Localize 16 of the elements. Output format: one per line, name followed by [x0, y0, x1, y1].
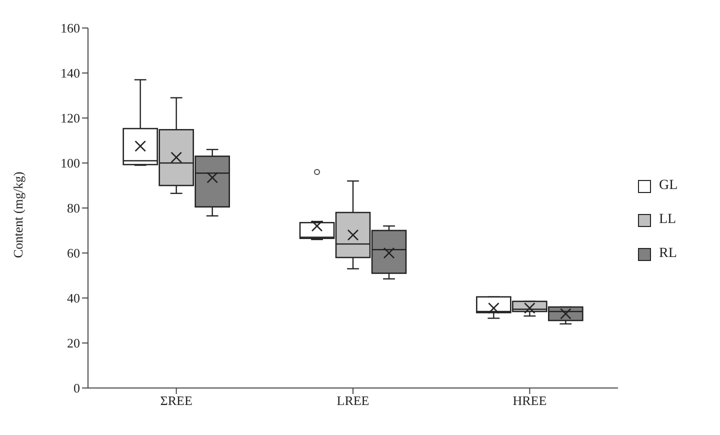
- x-tick-label: ΣREE: [160, 393, 192, 408]
- y-tick-label: 60: [67, 246, 80, 261]
- y-tick-label: 0: [74, 380, 80, 396]
- y-axis-title: Content (mg/kg): [10, 172, 26, 258]
- legend-label: GL: [659, 178, 678, 194]
- y-tick-label: 80: [67, 200, 80, 216]
- y-tick-label: 100: [60, 156, 80, 171]
- y-tick-label: 20: [67, 336, 80, 351]
- x-tick-label: HREE: [512, 393, 547, 408]
- y-tick-label: 120: [60, 110, 80, 126]
- legend-label: LL: [659, 212, 676, 228]
- y-tick-label: 40: [67, 290, 80, 306]
- y-tick-label: 160: [60, 20, 80, 36]
- y-tick-label: 140: [60, 66, 80, 81]
- x-tick-label: LREE: [336, 393, 370, 408]
- legend-label: RL: [659, 246, 677, 262]
